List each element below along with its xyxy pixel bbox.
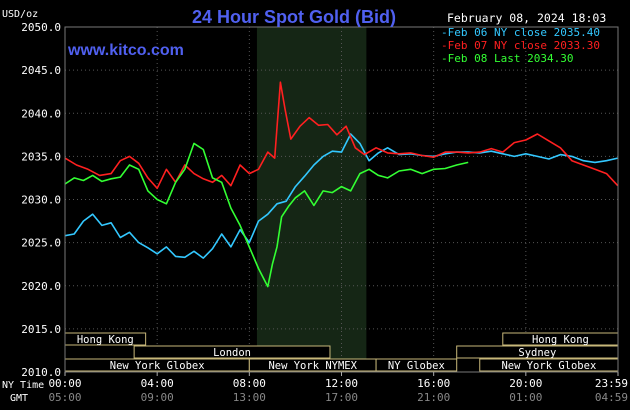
- x-tick-gmt: 09:00: [141, 391, 174, 404]
- website-watermark: www.kitco.com: [67, 42, 184, 59]
- x-tick-gmt: 13:00: [233, 391, 266, 404]
- nymex-session-shade: [256, 27, 367, 372]
- session-label: New York Globex: [110, 360, 205, 372]
- x-tick-ny: 08:00: [233, 377, 266, 390]
- legend-entry: -Feb 06 NY close 2035.40: [441, 26, 600, 39]
- x-tick-gmt: 04:59: [595, 391, 628, 404]
- price-series: [64, 81, 619, 288]
- x-tick-gmt: 17:00: [325, 391, 358, 404]
- x-tick-ny: 00:00: [48, 377, 81, 390]
- legend: -Feb 06 NY close 2035.40-Feb 07 NY close…: [441, 26, 600, 65]
- y-tick-label: 2050.0: [21, 21, 61, 34]
- session-bar: [133, 345, 331, 359]
- y-tick-label: 2025.0: [21, 237, 61, 250]
- y-tick-label: 2045.0: [21, 64, 61, 77]
- legend-entry: -Feb 08 Last 2034.30: [441, 52, 573, 65]
- y-tick-label: 2010.0: [21, 366, 61, 379]
- y-tick-label: 2015.0: [21, 323, 61, 336]
- session-label: NY Globex: [388, 360, 445, 372]
- series-line: [64, 81, 619, 190]
- series-line: [64, 142, 469, 288]
- y-tick-label: 2030.0: [21, 194, 61, 207]
- y-tick-label: 2035.0: [21, 150, 61, 163]
- gmt-label: GMT: [10, 393, 28, 404]
- x-tick-ny: 04:00: [141, 377, 174, 390]
- series-line: [64, 133, 618, 259]
- x-tick-ny: 16:00: [417, 377, 450, 390]
- session-bar: [375, 358, 458, 372]
- ny-time-label: NY Time: [2, 380, 44, 391]
- session-label: London: [213, 347, 251, 359]
- x-tick-gmt: 05:00: [48, 391, 81, 404]
- x-tick-ny: 20:00: [509, 377, 542, 390]
- session-label: Sydney: [518, 347, 556, 359]
- y-tick-label: 2040.0: [21, 107, 61, 120]
- y-tick-label: 2020.0: [21, 280, 61, 293]
- y-axis-unit-label: USD/oz: [2, 9, 38, 20]
- timestamp: February 08, 2024 18:03: [447, 11, 606, 25]
- session-label: Hong Kong: [532, 334, 589, 346]
- x-tick-ny: 12:00: [325, 377, 358, 390]
- y-axis: 2050.0 2045.0 2040.0 2035.0 2030.0 2025.0 2020…: [21, 21, 61, 379]
- legend-entry: -Feb 07 NY close 2033.30: [441, 39, 600, 52]
- x-tick-gmt: 01:00: [509, 391, 542, 404]
- session-label: Hong Kong: [77, 334, 134, 346]
- x-tick-ny: 23:59: [595, 377, 628, 390]
- chart-title: 24 Hour Spot Gold (Bid): [192, 7, 396, 27]
- session-label: New York NYMEX: [268, 360, 357, 372]
- session-label: New York Globex: [501, 360, 596, 372]
- x-tick-gmt: 21:00: [417, 391, 450, 404]
